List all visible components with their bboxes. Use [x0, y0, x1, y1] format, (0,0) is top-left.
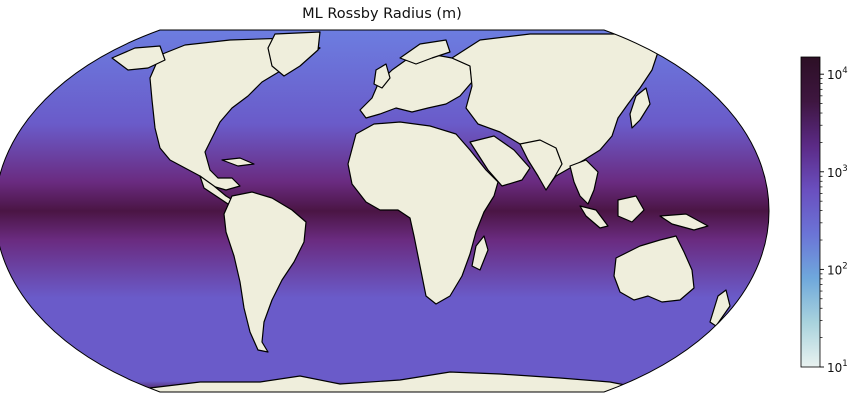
colorbar-tick-label: 102	[827, 261, 848, 277]
colorbar-tick-label: 104	[827, 66, 848, 82]
sumatra	[579, 205, 609, 229]
map-boundary	[0, 29, 770, 393]
south-america	[223, 191, 307, 353]
australia	[613, 235, 695, 303]
scandinavia	[399, 39, 451, 65]
colorbar-tick-label: 101	[827, 359, 848, 375]
madagascar	[471, 235, 489, 271]
alaska	[111, 45, 166, 71]
land-masses	[111, 31, 731, 392]
japan	[629, 87, 651, 129]
arabia	[469, 135, 531, 187]
greenland	[267, 31, 321, 77]
new-guinea	[659, 213, 709, 231]
colorbar-tick-label: 103	[827, 164, 848, 180]
africa	[347, 121, 499, 305]
cuba	[221, 157, 255, 167]
map-title: ML Rossby Radius (m)	[302, 6, 462, 22]
indochina	[569, 159, 599, 205]
colorbar-ticks: 101 102 103 104	[820, 66, 848, 375]
antarctica	[149, 371, 641, 392]
borneo	[617, 195, 645, 223]
new-zealand	[709, 289, 731, 327]
india	[519, 139, 563, 191]
colorbar-scale	[800, 56, 821, 368]
britain	[373, 63, 391, 89]
